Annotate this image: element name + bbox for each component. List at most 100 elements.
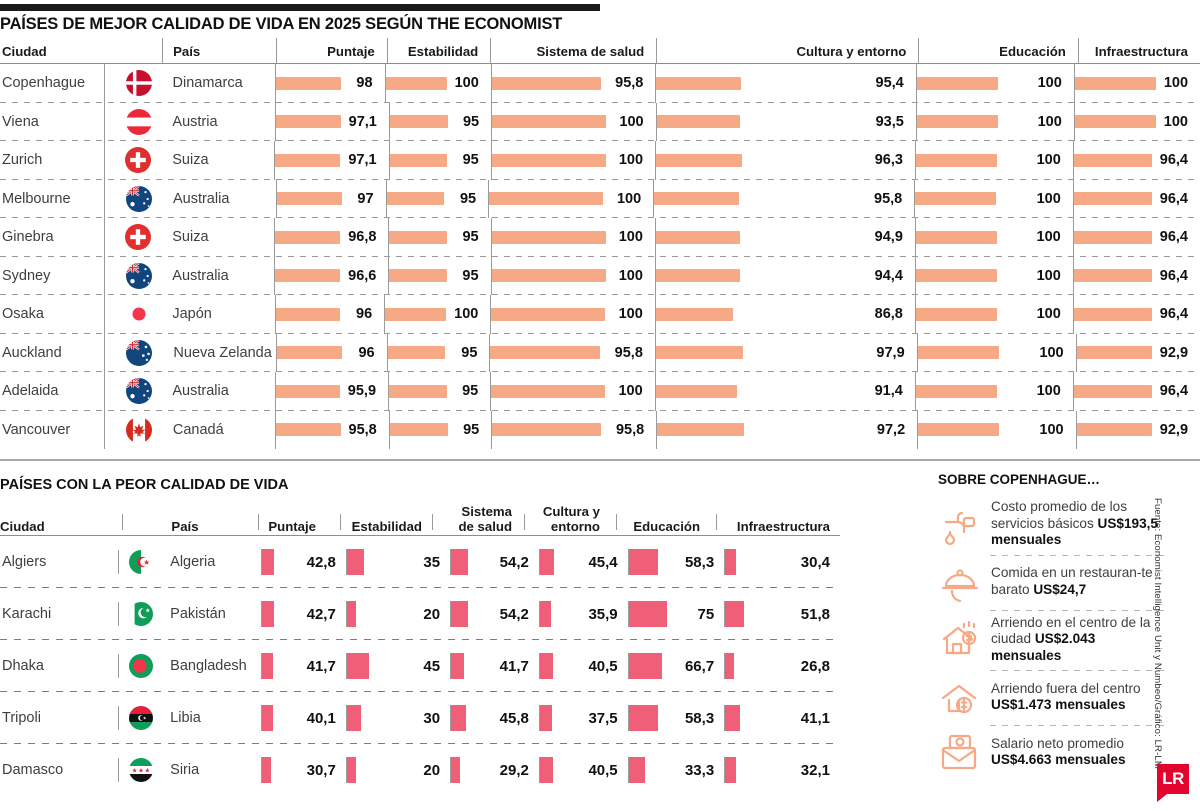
flag-icon-au bbox=[126, 185, 153, 212]
value-health: 95,8 bbox=[614, 344, 643, 361]
cell-score: 97 bbox=[275, 179, 386, 218]
bar-infrastructure bbox=[1072, 153, 1152, 167]
worst-table-body: Algiers Algeria 42,8 35 54,2 45,4 58,3 30,4 Kara… bbox=[0, 536, 840, 796]
value-health: 41,7 bbox=[499, 657, 529, 675]
table-body: Copenhague Dinamarca 98 100 95,8 95,4 100 100 Vi… bbox=[0, 64, 1200, 449]
bar-score bbox=[260, 653, 274, 679]
value-culture: 40,5 bbox=[588, 761, 618, 779]
cell-stability: 30 bbox=[345, 705, 450, 731]
bar-culture bbox=[655, 76, 742, 90]
bar-score bbox=[260, 757, 271, 783]
value-culture: 97,9 bbox=[876, 344, 905, 361]
value-infrastructure: 100 bbox=[1163, 75, 1189, 92]
bar-health bbox=[488, 192, 604, 206]
table-row[interactable]: Auckland Nueva Zelanda 96 95 95,8 97,9 100 92,9 bbox=[0, 333, 1200, 372]
flag-icon-jp bbox=[125, 301, 152, 328]
cell-city: Adelaida bbox=[0, 372, 110, 411]
header-city: Ciudad bbox=[0, 519, 45, 534]
cell-culture: 37,5 bbox=[538, 705, 628, 731]
faucet-icon bbox=[938, 502, 982, 546]
worst-table-row[interactable]: Tripoli Libia 40,1 30 45,8 37,5 58,3 41,1 bbox=[0, 692, 840, 744]
cell-score: 41,7 bbox=[260, 653, 346, 679]
bar-stability bbox=[345, 601, 357, 627]
table-row[interactable]: Melbourne Australia 97 95 100 95,8 100 96,4 bbox=[0, 179, 1200, 218]
cell-city: Zurich bbox=[0, 141, 110, 180]
bar-stability bbox=[388, 423, 448, 437]
cell-country: Pakistán bbox=[164, 606, 261, 622]
cell-health: 100 bbox=[490, 141, 655, 180]
cell-health: 95,8 bbox=[490, 64, 656, 103]
value-health: 100 bbox=[618, 267, 643, 284]
cell-culture: 91,4 bbox=[654, 372, 915, 411]
country-name: Bangladesh bbox=[170, 658, 247, 674]
table-row[interactable]: Copenhague Dinamarca 98 100 95,8 95,4 100 100 bbox=[0, 64, 1200, 103]
header-label: Ciudad bbox=[2, 43, 47, 59]
table-row[interactable]: Viena Austria 97,1 95 100 93,5 100 100 bbox=[0, 102, 1200, 141]
cell-stability: 20 bbox=[345, 757, 450, 783]
bar-stability bbox=[388, 115, 448, 129]
worst-table-row[interactable]: Karachi Pakistán 42,7 20 54,2 35,9 75 51,8 bbox=[0, 588, 840, 640]
bar-health bbox=[490, 269, 606, 283]
country-name: Suiza bbox=[172, 229, 209, 246]
bar-score bbox=[274, 76, 342, 90]
bar-culture bbox=[538, 653, 553, 679]
cell-culture: 97,2 bbox=[656, 410, 917, 449]
cell-education: 100 bbox=[916, 333, 1076, 372]
value-score: 30,7 bbox=[306, 761, 336, 779]
cell-education: 100 bbox=[915, 64, 1074, 103]
worst-quality-table: Ciudad País Puntaje Estabilidad Sistema de sa… bbox=[0, 500, 840, 796]
bar-education bbox=[915, 76, 998, 90]
worst-table-row[interactable]: Algiers Algeria 42,8 35 54,2 45,4 58,3 30,4 bbox=[0, 536, 840, 588]
table-row[interactable]: Adelaida Australia 95,9 95 100 91,4 100 96,4 bbox=[0, 372, 1200, 411]
value-infrastructure: 96,4 bbox=[1159, 190, 1188, 207]
value-education: 100 bbox=[1036, 267, 1061, 284]
value-infrastructure: 32,1 bbox=[800, 761, 830, 779]
value-infrastructure: 96,4 bbox=[1159, 152, 1188, 169]
cell-health: 100 bbox=[490, 295, 654, 334]
table-row[interactable]: Osaka Japón 96 100 100 86,8 100 96,4 bbox=[0, 295, 1200, 334]
cell-infrastructure: 100 bbox=[1073, 64, 1200, 103]
cell-infrastructure: 32,1 bbox=[724, 757, 840, 783]
table-row[interactable]: Ginebra Suiza 96,8 95 100 94,9 100 96,4 bbox=[0, 218, 1200, 257]
worst-table-row[interactable]: Damasco Siria 30,7 20 29,2 40,5 33,3 32,1 bbox=[0, 744, 840, 796]
value-score: 97,1 bbox=[348, 152, 377, 169]
fact-item: Arriendo en el centro de la ciudad US$2.… bbox=[938, 609, 1166, 671]
city-name: Dhaka bbox=[2, 658, 44, 674]
food-cloche-icon bbox=[941, 568, 979, 602]
table-row[interactable]: Vancouver Canadá 95,8 95 95,8 97,2 100 92,9 bbox=[0, 410, 1200, 449]
flag-icon-dz bbox=[128, 550, 153, 574]
value-stability: 100 bbox=[454, 306, 479, 323]
value-score: 95,9 bbox=[347, 383, 377, 400]
value-education: 100 bbox=[1036, 229, 1061, 246]
bar-stability bbox=[345, 705, 362, 731]
cell-infrastructure: 26,8 bbox=[724, 653, 840, 679]
cell-country: Australia bbox=[167, 372, 274, 411]
bar-stability bbox=[384, 307, 447, 321]
cell-culture: 40,5 bbox=[538, 653, 628, 679]
cell-culture: 94,4 bbox=[654, 256, 915, 295]
cell-health: 95,8 bbox=[489, 333, 654, 372]
cell-flag bbox=[103, 295, 168, 334]
cell-country: Libia bbox=[164, 710, 261, 726]
city-name: Sydney bbox=[2, 267, 51, 284]
cell-score: 96 bbox=[276, 333, 386, 372]
cell-flag bbox=[117, 758, 164, 782]
header-label: Educación bbox=[999, 43, 1066, 59]
value-culture: 35,9 bbox=[588, 605, 618, 623]
cell-city: Dhaka bbox=[0, 658, 118, 674]
cell-country: Bangladesh bbox=[164, 658, 261, 674]
table-row[interactable]: Sydney Australia 96,6 95 100 94,4 100 96,4 bbox=[0, 256, 1200, 295]
bar-score bbox=[274, 269, 341, 283]
cell-health: 100 bbox=[488, 179, 653, 218]
cell-score: 95,8 bbox=[275, 410, 388, 449]
table-row[interactable]: Zurich Suiza 97,1 95 100 96,3 100 96,4 bbox=[0, 141, 1200, 180]
country-name: Australia bbox=[172, 267, 229, 284]
bar-score bbox=[260, 549, 274, 575]
bar-education bbox=[914, 230, 997, 244]
cell-infrastructure: 96,4 bbox=[1072, 218, 1200, 257]
header-health: Sistema de salud bbox=[458, 504, 513, 534]
value-education: 58,3 bbox=[684, 553, 715, 571]
cell-stability: 100 bbox=[384, 64, 491, 103]
worst-table-row[interactable]: Dhaka Bangladesh 41,7 45 41,7 40,5 66,7 26,8 bbox=[0, 640, 840, 692]
